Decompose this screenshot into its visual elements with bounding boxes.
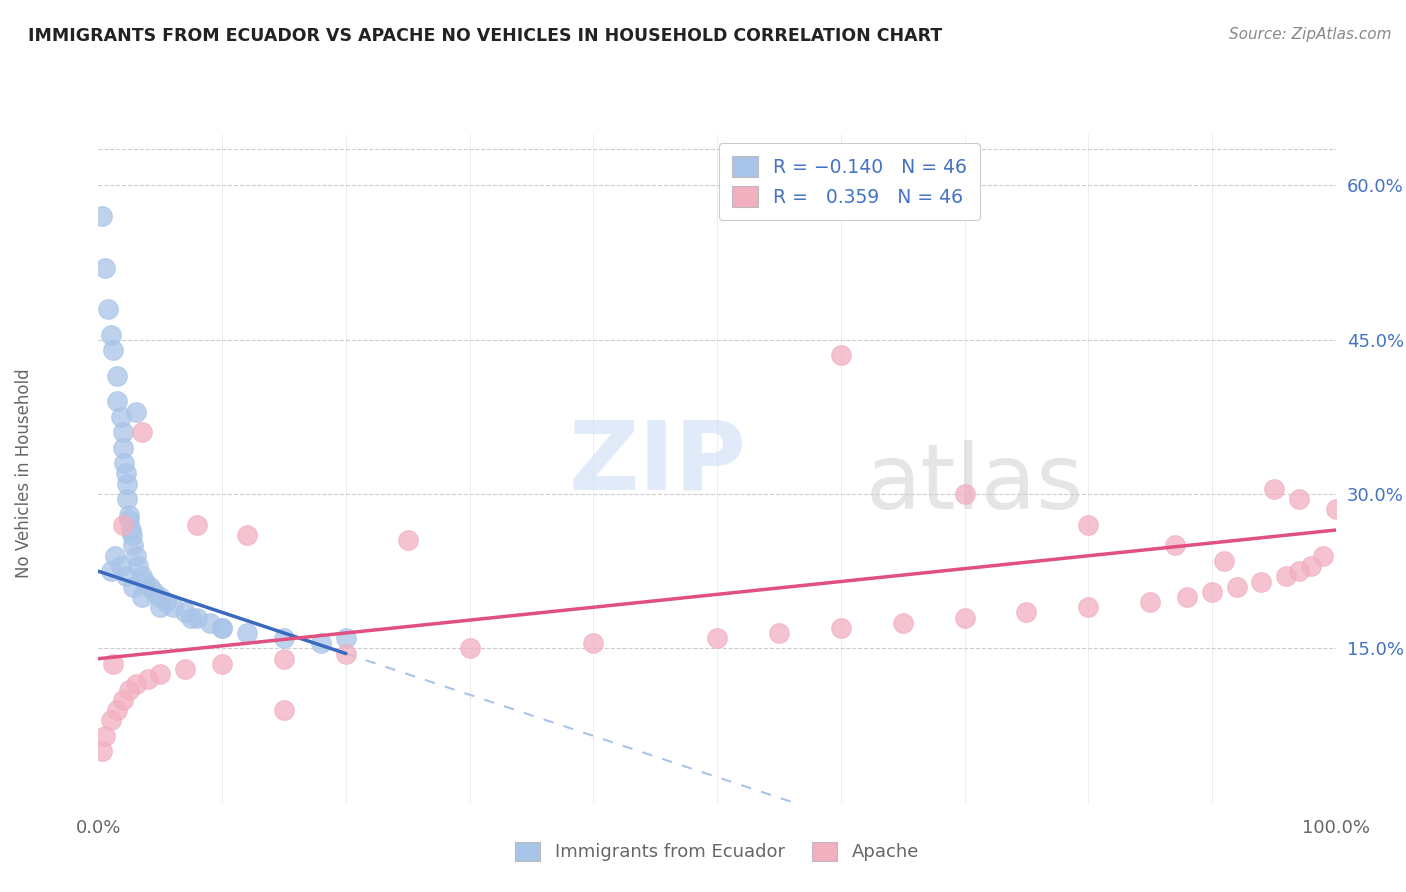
Point xyxy=(1263,482,1285,496)
Point xyxy=(131,425,153,440)
Point xyxy=(105,394,128,409)
Point xyxy=(1164,539,1187,553)
Point xyxy=(198,615,221,630)
Point xyxy=(112,441,135,455)
Point xyxy=(134,574,156,589)
Text: atlas: atlas xyxy=(866,440,1084,528)
Point xyxy=(115,476,138,491)
Point xyxy=(121,528,143,542)
Point xyxy=(103,343,125,357)
Point xyxy=(273,703,295,717)
Point xyxy=(458,641,481,656)
Point xyxy=(100,714,122,728)
Point xyxy=(335,647,357,661)
Point xyxy=(122,580,145,594)
Point xyxy=(115,492,138,507)
Point xyxy=(131,569,153,583)
Point xyxy=(1077,600,1099,615)
Point xyxy=(1213,554,1236,568)
Point xyxy=(124,677,146,691)
Point xyxy=(118,513,141,527)
Point xyxy=(114,569,136,583)
Text: ZIP: ZIP xyxy=(568,417,747,509)
Point xyxy=(112,693,135,707)
Point xyxy=(127,559,149,574)
Point xyxy=(768,626,790,640)
Point xyxy=(891,615,914,630)
Point xyxy=(105,368,128,383)
Point xyxy=(93,729,115,743)
Point xyxy=(100,327,122,342)
Point xyxy=(143,584,166,599)
Point xyxy=(120,523,142,537)
Legend: Immigrants from Ecuador, Apache: Immigrants from Ecuador, Apache xyxy=(502,829,932,874)
Text: No Vehicles in Household: No Vehicles in Household xyxy=(15,368,34,578)
Point xyxy=(110,559,132,574)
Point xyxy=(124,549,146,563)
Point xyxy=(1175,590,1198,604)
Point xyxy=(103,657,125,671)
Point xyxy=(211,621,233,635)
Point xyxy=(396,533,419,548)
Point xyxy=(953,610,976,624)
Point xyxy=(186,517,208,532)
Point xyxy=(122,539,145,553)
Point xyxy=(273,651,295,665)
Point xyxy=(112,517,135,532)
Point xyxy=(1015,606,1038,620)
Point xyxy=(273,631,295,645)
Point xyxy=(1312,549,1334,563)
Point xyxy=(149,590,172,604)
Point xyxy=(149,667,172,681)
Point xyxy=(582,636,605,650)
Point xyxy=(1201,584,1223,599)
Point xyxy=(105,703,128,717)
Point xyxy=(103,549,125,563)
Point xyxy=(97,301,120,316)
Point xyxy=(1288,564,1310,578)
Point xyxy=(1288,492,1310,507)
Point xyxy=(93,260,115,275)
Point xyxy=(236,626,259,640)
Point xyxy=(136,673,159,687)
Point xyxy=(174,662,197,676)
Point xyxy=(953,487,976,501)
Point xyxy=(186,610,208,624)
Point xyxy=(211,621,233,635)
Point xyxy=(180,610,202,624)
Point xyxy=(131,590,153,604)
Text: Source: ZipAtlas.com: Source: ZipAtlas.com xyxy=(1229,27,1392,42)
Point xyxy=(91,744,114,758)
Point xyxy=(211,657,233,671)
Point xyxy=(100,564,122,578)
Point xyxy=(174,606,197,620)
Point xyxy=(236,528,259,542)
Point xyxy=(91,209,114,223)
Point xyxy=(114,467,136,481)
Point xyxy=(309,636,332,650)
Point xyxy=(1275,569,1298,583)
Point xyxy=(112,425,135,440)
Point xyxy=(1299,559,1322,574)
Point xyxy=(149,600,172,615)
Point xyxy=(335,631,357,645)
Point xyxy=(118,508,141,522)
Point xyxy=(139,580,162,594)
Point xyxy=(706,631,728,645)
Point xyxy=(110,409,132,424)
Point xyxy=(830,348,852,362)
Point xyxy=(1226,580,1249,594)
Point xyxy=(1139,595,1161,609)
Point xyxy=(1324,502,1347,516)
Point xyxy=(830,621,852,635)
Point xyxy=(1077,517,1099,532)
Point xyxy=(118,682,141,697)
Point xyxy=(1250,574,1272,589)
Point xyxy=(162,600,184,615)
Point xyxy=(112,456,135,470)
Point xyxy=(124,405,146,419)
Text: IMMIGRANTS FROM ECUADOR VS APACHE NO VEHICLES IN HOUSEHOLD CORRELATION CHART: IMMIGRANTS FROM ECUADOR VS APACHE NO VEH… xyxy=(28,27,942,45)
Point xyxy=(155,595,177,609)
